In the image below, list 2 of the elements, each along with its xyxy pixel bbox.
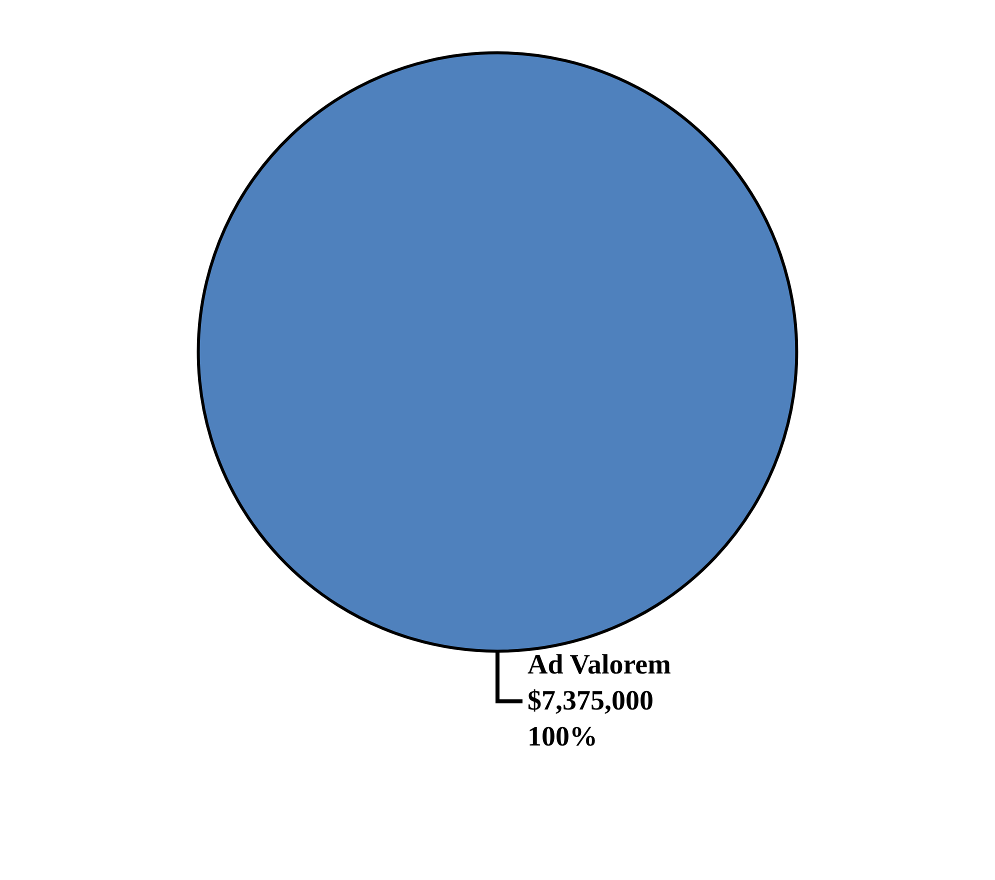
slice-label: Ad Valorem [528, 650, 671, 681]
data-label: $7,375,000 100% [528, 686, 654, 753]
